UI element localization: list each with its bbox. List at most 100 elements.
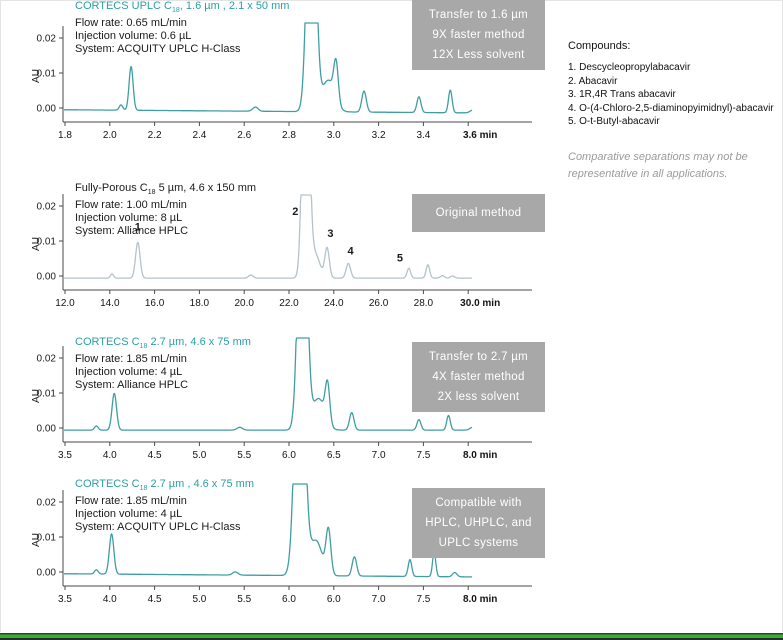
svg-text:3.4: 3.4 bbox=[416, 130, 430, 141]
svg-text:6.0: 6.0 bbox=[327, 594, 341, 605]
chromatogram-panel-original: 0.02 0.01 0.00 AU 12.0 14.0 16.0 18.0 20.0 22.0 24… bbox=[30, 168, 550, 322]
svg-text:4.0: 4.0 bbox=[103, 594, 117, 605]
svg-text:2.2: 2.2 bbox=[148, 130, 162, 141]
svg-text:AU: AU bbox=[31, 533, 42, 547]
svg-text:6.5: 6.5 bbox=[327, 450, 341, 461]
svg-text:0.01: 0.01 bbox=[37, 237, 57, 248]
flow-rate: Flow rate: 1.00 mL/min bbox=[75, 199, 187, 212]
injection-volume: Injection volume: 0.6 µL bbox=[75, 30, 192, 43]
svg-text:26.0: 26.0 bbox=[369, 298, 389, 309]
method-conditions: CORTECS C18 2.7 µm , 4.6 x 75 mm Flow ra… bbox=[75, 478, 254, 534]
note-box-line: UPLC systems bbox=[438, 537, 519, 549]
method-note-box: Transfer to 2.7 µm 4X faster method 2X les… bbox=[412, 342, 545, 412]
compound-item: 3. 1R,4R Trans abacavir bbox=[568, 89, 676, 100]
disclaimer-note: Comparative separations may not be repre… bbox=[568, 149, 780, 183]
column-description: CORTECS UPLC C18, 1.6 µm , 2.1 x 50 mm bbox=[75, 0, 290, 15]
method-conditions: Fully-Porous C18 5 µm, 4.6 x 150 mm Flow… bbox=[75, 182, 256, 238]
svg-text:3.0: 3.0 bbox=[327, 130, 341, 141]
compound-item: 1. Descycleopropylabacavir bbox=[568, 62, 691, 73]
svg-text:4.5: 4.5 bbox=[148, 594, 162, 605]
svg-text:20.0: 20.0 bbox=[234, 298, 254, 309]
svg-text:18.0: 18.0 bbox=[190, 298, 210, 309]
svg-text:4.5: 4.5 bbox=[148, 450, 162, 461]
svg-text:0.02: 0.02 bbox=[37, 202, 57, 213]
svg-text:8.0 min: 8.0 min bbox=[463, 450, 497, 461]
note-box-line: Transfer to 1.6 µm bbox=[428, 9, 529, 21]
flow-rate: Flow rate: 1.85 mL/min bbox=[75, 353, 187, 366]
svg-text:0.02: 0.02 bbox=[37, 34, 57, 45]
svg-text:6.0: 6.0 bbox=[282, 594, 296, 605]
svg-text:6.0: 6.0 bbox=[282, 450, 296, 461]
svg-text:5.5: 5.5 bbox=[237, 450, 251, 461]
note-box-line: 9X faster method bbox=[432, 29, 525, 41]
method-conditions: CORTECS UPLC C18, 1.6 µm , 2.1 x 50 mm F… bbox=[75, 0, 289, 56]
note-box-line: HPLC, UHPLC, and bbox=[425, 517, 532, 529]
flow-rate: Flow rate: 0.65 mL/min bbox=[75, 17, 187, 30]
injection-volume: Injection volume: 4 µL bbox=[75, 508, 183, 521]
svg-text:24.0: 24.0 bbox=[324, 298, 344, 309]
svg-text:AU: AU bbox=[31, 69, 42, 83]
compound-item: 4. O-(4-Chloro-2,5-diaminopyimidnyl)-aba… bbox=[568, 102, 774, 114]
svg-text:2.0: 2.0 bbox=[103, 130, 117, 141]
chromatogram-panel-cortecs-uplc-hclass: 0.02 0.01 0.00 AU 3.5 4.0 4.5 5.0 5.5 6.0 6.0 7.0 7.… bbox=[30, 464, 550, 618]
svg-text:0.02: 0.02 bbox=[37, 354, 57, 365]
svg-text:7.5: 7.5 bbox=[416, 594, 430, 605]
column-description: Fully-Porous C18 5 µm, 4.6 x 150 mm bbox=[75, 182, 257, 197]
brand-green-bar bbox=[0, 632, 783, 640]
compound-item: 5. O-t-Butyl-abacavir bbox=[568, 116, 660, 127]
note-box-line: 12X Less solvent bbox=[432, 49, 525, 61]
svg-text:2: 2 bbox=[292, 206, 298, 218]
compounds-list: Compounds: 1. Descycleopropylabacavir 2.… bbox=[568, 40, 780, 129]
compound-item: 2. Abacavir bbox=[568, 75, 618, 87]
method-note-box: Transfer to 1.6 µm 9X faster method 12X Le… bbox=[412, 0, 545, 70]
chromatogram-plot: 0.02 0.01 0.00 AU 1.8 2.0 2.2 2.4 2.6 2.8 3.0 3.2 3.… bbox=[31, 22, 532, 141]
svg-text:0.01: 0.01 bbox=[37, 389, 57, 400]
svg-text:3.2: 3.2 bbox=[372, 130, 386, 141]
svg-text:12.0: 12.0 bbox=[55, 298, 75, 309]
svg-text:4: 4 bbox=[348, 245, 355, 257]
svg-text:7.0: 7.0 bbox=[372, 450, 386, 461]
column-description: CORTECS C18 2.7 µm, 4.6 x 75 mm bbox=[75, 336, 251, 351]
svg-text:0.01: 0.01 bbox=[37, 69, 57, 80]
svg-text:5.0: 5.0 bbox=[192, 594, 206, 605]
note-box-line: 2X less solvent bbox=[437, 391, 520, 403]
system: System: ACQUITY UPLC H-Class bbox=[75, 43, 241, 56]
svg-text:3.6 min: 3.6 min bbox=[463, 130, 497, 141]
disclaimer-line: representative in all applications. bbox=[568, 168, 728, 180]
method-conditions: CORTECS C18 2.7 µm, 4.6 x 75 mm Flow rat… bbox=[75, 336, 251, 392]
svg-text:AU: AU bbox=[31, 389, 42, 403]
svg-text:0.00: 0.00 bbox=[37, 424, 57, 435]
system: System: Alliance HPLC bbox=[75, 225, 189, 238]
system: System: Alliance HPLC bbox=[75, 379, 189, 392]
chromatogram-panel-cortecs-16um: 0.02 0.01 0.00 AU 1.8 2.0 2.2 2.4 2.6 2.8 3.0 3.2 3.… bbox=[30, 0, 550, 154]
svg-text:5.5: 5.5 bbox=[237, 594, 251, 605]
svg-text:0.00: 0.00 bbox=[37, 104, 57, 115]
svg-text:7.0: 7.0 bbox=[372, 594, 386, 605]
note-box-line: Compatible with bbox=[435, 497, 522, 509]
svg-text:2.8: 2.8 bbox=[282, 130, 296, 141]
svg-text:3: 3 bbox=[327, 228, 333, 240]
svg-text:22.0: 22.0 bbox=[279, 298, 299, 309]
svg-text:5.0: 5.0 bbox=[192, 450, 206, 461]
svg-text:2.6: 2.6 bbox=[237, 130, 251, 141]
chromatogram-plot: 0.02 0.01 0.00 AU 3.5 4.0 4.5 5.0 5.5 6.0 6.0 7.0 7.… bbox=[31, 483, 532, 605]
svg-text:4.0: 4.0 bbox=[103, 450, 117, 461]
svg-text:16.0: 16.0 bbox=[145, 298, 165, 309]
svg-text:14.0: 14.0 bbox=[100, 298, 120, 309]
injection-volume: Injection volume: 8 µL bbox=[75, 212, 183, 225]
note-box-line: Transfer to 2.7 µm bbox=[428, 351, 529, 363]
system: System: ACQUITY UPLC H-Class bbox=[75, 521, 241, 534]
compounds-title: Compounds: bbox=[568, 40, 631, 52]
svg-text:0.01: 0.01 bbox=[37, 533, 57, 544]
svg-text:AU: AU bbox=[31, 237, 42, 251]
svg-text:7.5: 7.5 bbox=[416, 450, 430, 461]
svg-text:30.0 min: 30.0 min bbox=[460, 298, 500, 309]
note-box-line: 4X faster method bbox=[432, 371, 525, 383]
svg-text:3.5: 3.5 bbox=[58, 450, 72, 461]
svg-text:0.02: 0.02 bbox=[37, 498, 57, 509]
svg-text:1.8: 1.8 bbox=[58, 130, 72, 141]
chromatogram-plot: 0.02 0.01 0.00 AU 3.5 4.0 4.5 5.0 5.5 6.0 6.5 7.0 7.… bbox=[31, 337, 532, 461]
svg-text:0.00: 0.00 bbox=[37, 568, 57, 579]
